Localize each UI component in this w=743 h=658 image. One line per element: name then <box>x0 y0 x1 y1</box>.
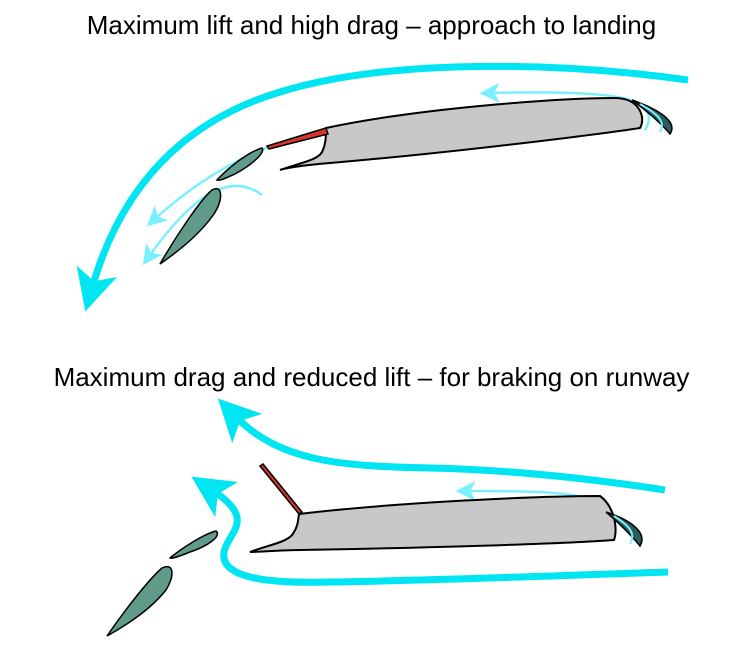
upper-deflected-airflow <box>217 398 666 494</box>
lower-curling-airflow <box>191 476 669 586</box>
leading-edge-slat <box>631 99 673 136</box>
aft-flap-braking <box>106 565 173 637</box>
fore-flap <box>215 147 264 181</box>
slat-airflow <box>639 103 663 133</box>
fore-flap-braking <box>168 530 219 559</box>
aft-flap <box>159 187 222 265</box>
slat-airflow-braking <box>613 515 634 545</box>
raised-spoiler <box>258 462 304 516</box>
main-wing <box>279 96 644 171</box>
outer-airflow-line <box>76 62 689 312</box>
spoiler <box>265 127 329 150</box>
diagram-title-landing: Maximum lift and high drag – approach to… <box>86 10 657 40</box>
main-wing-braking <box>249 494 617 553</box>
braking-configuration <box>106 398 669 637</box>
landing-configuration <box>76 62 689 312</box>
diagram-title-braking: Maximum drag and reduced lift – for brak… <box>53 362 690 392</box>
